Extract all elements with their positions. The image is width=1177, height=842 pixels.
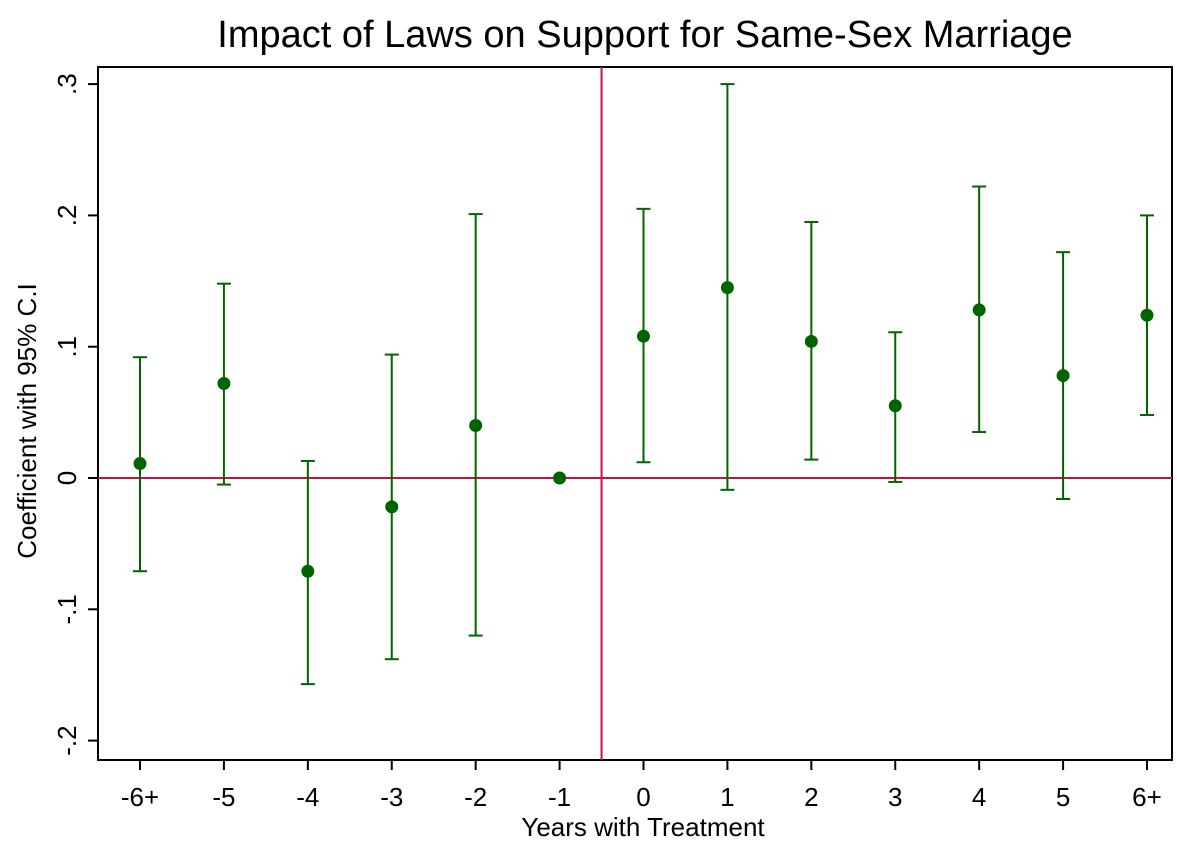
x-tick-label: -3 (380, 782, 403, 812)
y-axis-title: Coefficient with 95% C.I (12, 283, 42, 559)
x-tick-label: 5 (1056, 782, 1070, 812)
data-point (385, 500, 399, 514)
data-point (1140, 308, 1154, 322)
data-point (133, 457, 147, 471)
x-tick-label: 6+ (1132, 782, 1162, 812)
y-axis: .3 .2 .1 0 -.1 -.2 (52, 73, 98, 756)
plot-frame (97, 66, 1173, 761)
x-axis-title: Years with Treatment (521, 812, 765, 842)
chart-title: Impact of Laws on Support for Same-Sex M… (217, 14, 1072, 56)
x-tick-label: 3 (888, 782, 902, 812)
x-axis: -6+ -5 -4 -3 -2 -1 0 1 2 3 4 5 6+ (121, 760, 1162, 812)
data-point (553, 471, 567, 485)
x-tick-label: -4 (296, 782, 319, 812)
y-tick-label: 0 (52, 471, 82, 485)
data-point (888, 399, 902, 413)
x-tick-label: -6+ (121, 782, 159, 812)
y-tick-label: .3 (52, 73, 82, 95)
x-tick-label: 0 (636, 782, 650, 812)
data-point (301, 564, 315, 578)
plot-area (97, 66, 1173, 761)
y-tick-label: -.2 (52, 725, 82, 755)
x-tick-label: 1 (720, 782, 734, 812)
data-point (637, 329, 650, 343)
x-tick-label: 2 (804, 782, 818, 812)
y-tick-label: .2 (52, 205, 82, 227)
x-tick-label: -1 (548, 782, 571, 812)
x-tick-label: -5 (212, 782, 235, 812)
data-point (804, 334, 818, 348)
data-point (720, 281, 734, 295)
data-point (469, 418, 483, 432)
y-tick-label: .1 (52, 336, 82, 358)
x-tick-label: -2 (464, 782, 487, 812)
data-point (972, 303, 986, 317)
data-point (1056, 369, 1070, 383)
y-tick-label: -.1 (52, 594, 82, 624)
data-point (217, 376, 231, 390)
x-tick-label: 4 (972, 782, 986, 812)
